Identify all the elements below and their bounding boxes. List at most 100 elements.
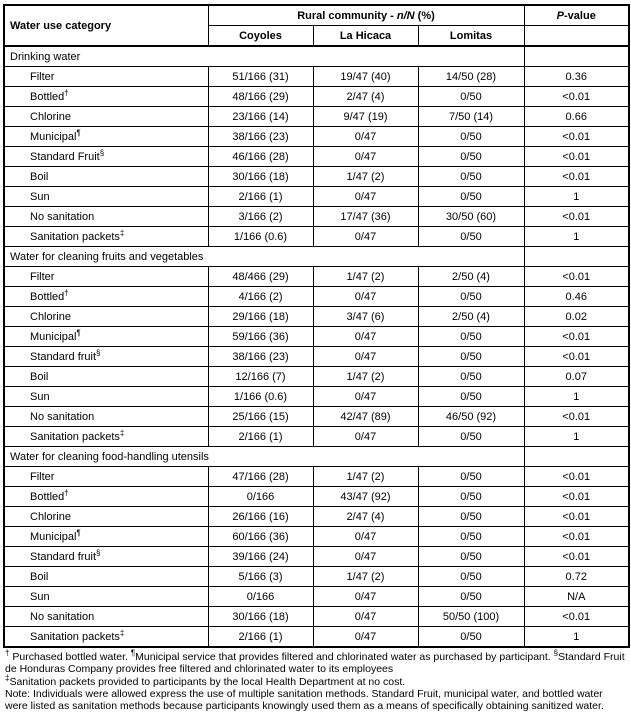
footnote-marker: † [5,648,10,658]
p-value-cell: 0.07 [523,366,630,387]
header-row-2: Coyoles La Hicaca Lomitas [4,25,630,47]
footnote-marker: ¶ [130,648,136,658]
header-community-la-hicaca: La Hicaca [312,25,419,47]
row-label: Municipal¶ [3,526,209,547]
data-row: Chlorine 29/166 (18) 3/47 (6) 2/50 (4) 0.02 [3,306,630,327]
p-value-cell: <0.01 [523,166,630,187]
p-value-cell: <0.01 [523,146,630,167]
value-cell: 59/166 (36) [207,326,314,347]
header-p-value-empty-cell [523,25,630,47]
row-label: Boil [3,166,209,187]
value-cell: 0/50 [417,86,525,107]
footnote-marker: § [96,347,101,357]
data-row: Filter 47/166 (28) 1/47 (2) 0/50 <0.01 [3,466,630,487]
row-label: Boil [3,366,209,387]
data-row: Chlorine 23/166 (14) 9/47 (19) 7/50 (14) 0.6… [3,106,630,127]
footnote: Note: Individuals were allowed express t… [5,687,604,713]
data-row: Sanitation packets‡ 2/166 (1) 0/47 0/50 1 [3,426,630,447]
p-value-cell: 0.66 [523,106,630,127]
value-cell: 47/166 (28) [207,466,314,487]
p-value-cell: 0.36 [523,66,630,87]
row-label: Filter [3,66,209,87]
value-cell: 48/466 (29) [207,266,314,287]
value-cell: 38/166 (23) [207,346,314,367]
value-cell: 1/166 (0.6) [207,386,314,407]
footnote-marker: § [99,147,105,157]
header-p-italic: P [556,9,565,22]
data-row: No sanitation 25/166 (15) 42/47 (89) 46/50 … [3,406,630,427]
data-row: Sanitation packets‡ 1/166 (0.6) 0/47 0/50 1 [3,226,630,247]
row-label: Bottled† [3,486,209,507]
data-row: Standard fruit§ 39/166 (24) 0/47 0/50 <0.01 [3,546,630,567]
value-cell: 60/166 (36) [207,526,314,547]
value-cell: 4/166 (2) [207,286,314,307]
section-title: Drinking water [3,45,525,67]
section-title: Water for cleaning food-handling utensil… [3,446,525,467]
value-cell: 3/166 (2) [207,206,314,227]
row-label: Sanitation packets‡ [3,626,209,648]
p-value-cell: <0.01 [523,506,630,527]
footnotes: † Purchased bottled water. ¶Municipal se… [3,648,626,713]
data-row: Bottled† 48/166 (29) 2/47 (4) 0/50 <0.01 [3,86,630,107]
value-cell: 30/166 (18) [207,606,314,627]
value-cell: 0/50 [417,126,525,147]
header-rural-post: (%) [414,9,435,22]
section-header-row: Water for cleaning fruits and vegetables [3,246,630,267]
section-p-value-empty-cell [523,246,630,267]
value-cell: 0/50 [417,426,525,447]
value-cell: 0/50 [417,166,525,187]
value-cell: 0/47 [312,326,419,347]
footnote-marker: ¶ [76,327,81,337]
footnote-marker: † [64,287,69,297]
value-cell: 0/50 [417,466,525,487]
p-value-cell: <0.01 [523,466,630,487]
value-cell: 0/166 [207,486,314,507]
data-row: Filter 51/166 (31) 19/47 (40) 14/50 (28) 0.3… [3,66,630,87]
value-cell: 29/166 (18) [207,306,314,327]
value-cell: 1/47 (2) [312,266,419,287]
value-cell: 2/166 (1) [207,186,314,207]
p-value-cell: 1 [523,186,630,207]
data-row: Chlorine 26/166 (16) 2/47 (4) 0/50 <0.01 [3,506,630,527]
p-value-cell: <0.01 [523,346,630,367]
row-label: Sun [3,186,209,207]
row-label: Sanitation packets‡ [3,426,209,447]
footnote-marker: ¶ [76,527,81,537]
section-title: Water for cleaning fruits and vegetables [3,246,525,267]
p-value-cell: <0.01 [523,126,630,147]
value-cell: 30/50 (60) [417,206,525,227]
p-value-cell: <0.01 [523,606,630,627]
row-label: Boil [3,566,209,587]
row-label: Standard fruit§ [3,546,209,567]
data-row: Boil 30/166 (18) 1/47 (2) 0/50 <0.01 [3,166,630,187]
header-p-post: -value [564,9,596,22]
p-value-cell: 0.46 [523,286,630,307]
data-row: Municipal¶ 38/166 (23) 0/47 0/50 <0.01 [3,126,630,147]
p-value-cell: 0.02 [523,306,630,327]
header-water-use-category: Water use category [3,4,209,47]
value-cell: 0/47 [312,146,419,167]
value-cell: 0/50 [417,546,525,567]
header-community-lomitas: Lomitas [417,25,525,47]
data-row: Standard fruit§ 38/166 (23) 0/47 0/50 <0.01 [3,346,630,367]
value-cell: 39/166 (24) [207,546,314,567]
p-value-cell: <0.01 [523,526,630,547]
value-cell: 0/50 [417,226,525,247]
value-cell: 25/166 (15) [207,406,314,427]
value-cell: 2/50 (4) [417,306,525,327]
value-cell: 0/50 [417,566,525,587]
header-rural-community: Rural community - n/N (%) [207,4,525,26]
row-label: No sanitation [3,606,209,627]
section-header-row: Water for cleaning food-handling utensil… [3,446,630,467]
value-cell: 14/50 (28) [417,66,525,87]
data-row: Boil 12/166 (7) 1/47 (2) 0/50 0.07 [3,366,630,387]
row-label: Filter [3,266,209,287]
row-label: Chlorine [3,306,209,327]
value-cell: 1/47 (2) [312,166,419,187]
data-row: No sanitation 30/166 (18) 0/47 50/50 (100) <… [3,606,630,627]
header-p-value: P-value [523,4,630,26]
data-row: Sun 0/166 0/47 0/50 N/A [3,586,630,607]
value-cell: 43/47 (92) [312,486,419,507]
p-value-cell: <0.01 [523,326,630,347]
